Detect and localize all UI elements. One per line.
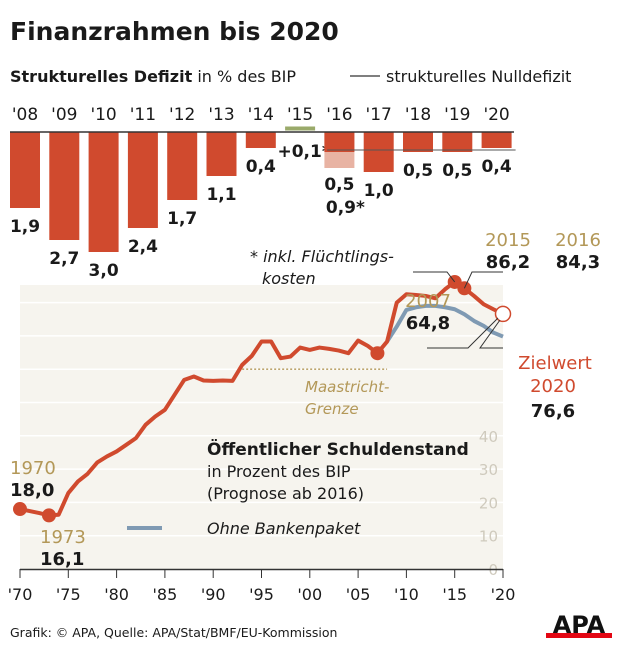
x-tick-label: '10 — [394, 585, 419, 604]
deficit-bar — [245, 132, 276, 148]
highlight-point — [41, 508, 56, 523]
target-point — [494, 305, 512, 323]
y-tick-label: 20 — [479, 494, 498, 512]
bar-value-label: 1,0 — [364, 181, 394, 201]
deficit-bar — [127, 132, 158, 228]
leader-line — [479, 319, 503, 349]
bar-category-label: '15 — [287, 105, 313, 125]
bar-category-label: '10 — [90, 105, 116, 125]
bar-value-label: 0,5 — [324, 175, 354, 195]
bar-category-label: '18 — [405, 105, 431, 125]
bar-value-label: 2,7 — [49, 249, 79, 269]
nulldefizit-legend-label: strukturelles Nulldefizit — [386, 67, 571, 86]
x-tick-label: '85 — [153, 585, 178, 604]
bar-category-label: '16 — [326, 105, 352, 125]
x-tick-label: '70 — [8, 585, 33, 604]
deficit-bar — [481, 132, 512, 148]
apa-logo: APA — [546, 611, 612, 639]
footnote-line2: kosten — [262, 269, 316, 288]
deficit-bar — [324, 132, 355, 152]
leader-line — [427, 317, 499, 349]
annotation-value: 16,1 — [40, 549, 84, 570]
x-tick-label: '20 — [491, 585, 516, 604]
highlight-point — [370, 346, 385, 361]
leader-line — [463, 271, 503, 289]
annotation-year: 2020 — [530, 376, 576, 397]
bar-category-label: '08 — [12, 105, 38, 125]
bar-category-label: '09 — [51, 105, 77, 125]
logo-red-bar — [546, 633, 612, 638]
bar-value-label: 0,4 — [246, 157, 276, 177]
deficit-bar — [442, 132, 473, 152]
bar-category-label: '12 — [169, 105, 195, 125]
footer-source: Grafik: © APA, Quelle: APA/Stat/BMF/EU-K… — [10, 625, 337, 640]
bar-value-label: 0,4 — [482, 157, 512, 177]
annotation-value: 64,8 — [406, 313, 450, 334]
y-tick-label: 30 — [479, 461, 498, 479]
deficit-bar — [10, 132, 40, 208]
annotation-year: 2015 — [485, 230, 531, 251]
deficit-bar — [49, 132, 80, 240]
annotation-value: 84,3 — [556, 252, 600, 273]
line-chart-subtitle: (Prognose ab 2016) — [207, 484, 364, 503]
debt-line-chart: 010203040'70'75'80'85'90'95'00'05'10'15'… — [8, 230, 601, 604]
annotation-value: 76,6 — [531, 401, 575, 422]
subtitle-rest: in % des BIP — [192, 67, 296, 86]
bar-value-label: 1,9 — [10, 217, 40, 237]
deficit-bar — [206, 132, 237, 176]
maastricht-label: Grenze — [305, 400, 359, 418]
bar-category-label: '13 — [208, 105, 234, 125]
annotation-value: 86,2 — [486, 252, 530, 273]
annotation-value: 18,0 — [10, 480, 54, 501]
x-tick-label: '90 — [201, 585, 226, 604]
legend-label: Ohne Bankenpaket — [207, 519, 361, 538]
bar-value-label: 0,5 — [442, 161, 472, 181]
deficit-bar — [88, 132, 119, 252]
x-tick-label: '05 — [346, 585, 371, 604]
y-tick-label: 10 — [479, 528, 498, 546]
deficit-bar — [403, 132, 433, 152]
bar-value-label: 0,5 — [403, 161, 433, 181]
surplus-bar — [285, 126, 316, 131]
bar-category-label: '20 — [483, 105, 509, 125]
bar-category-label: '17 — [366, 105, 392, 125]
deficit-bar — [363, 132, 394, 172]
bar-extra-label: 0,9* — [326, 198, 365, 218]
bar-category-label: '14 — [248, 105, 274, 125]
annotation-year: 2016 — [555, 230, 601, 251]
bar-value-label: 2,4 — [128, 237, 158, 257]
debt-series-line — [19, 279, 504, 518]
maastricht-label: Maastricht- — [305, 378, 389, 396]
plot-background — [20, 285, 503, 569]
y-tick-label: 40 — [479, 428, 498, 446]
subtitle-bold: Strukturelles Defizit — [10, 67, 193, 86]
bar-value-label: 1,1 — [206, 185, 236, 205]
line-chart-title: Öffentlicher Schuldenstand — [207, 438, 469, 460]
x-tick-label: '75 — [56, 585, 81, 604]
x-tick-label: '80 — [104, 585, 129, 604]
x-tick-label: '00 — [297, 585, 322, 604]
bar-value-label: 1,7 — [167, 209, 197, 229]
annotation-year: 1970 — [10, 458, 56, 479]
bar-category-label: '11 — [130, 105, 156, 125]
deficit-bar — [167, 132, 198, 200]
page-title: Finanzrahmen bis 2020 — [10, 17, 339, 46]
annotation-year: 2007 — [405, 291, 451, 312]
bar-category-label: '19 — [444, 105, 470, 125]
line-chart-subtitle: in Prozent des BIP — [207, 462, 351, 481]
ohne-bankenpaket-line — [385, 303, 504, 343]
bar-value-label: +0,1* — [277, 142, 330, 162]
x-tick-label: '95 — [249, 585, 274, 604]
footnote-line1: * inkl. Flüchtlings- — [250, 247, 394, 266]
leader-line — [413, 271, 456, 283]
bar-chart-subtitle: Strukturelles Defizit in % des BIP — [10, 67, 296, 86]
highlight-point — [13, 502, 27, 517]
deficit-bar-chart: '08 1,9 '09 2,7 '10 3,0 '11 2,4 '12 1,7 '13 1,1 '14 0… — [10, 105, 516, 281]
bar-value-label: 3,0 — [89, 261, 119, 281]
x-tick-label: '15 — [442, 585, 467, 604]
annotation-year: 1973 — [40, 527, 86, 548]
annotation-label: Zielwert — [518, 353, 592, 374]
